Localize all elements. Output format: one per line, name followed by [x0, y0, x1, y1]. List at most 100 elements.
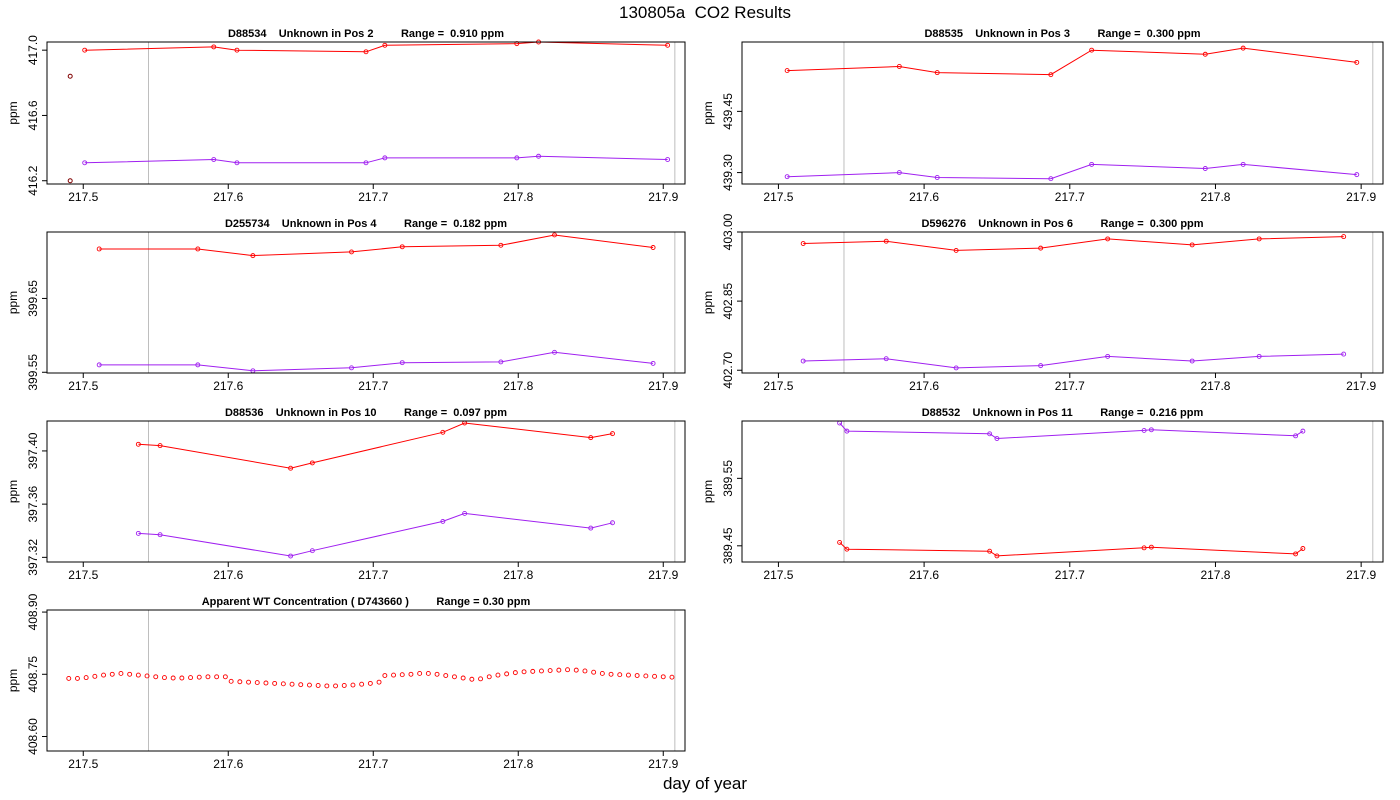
y-tick-label: 408.60 [26, 718, 40, 755]
chart-title: D596276 Unknown in Pos 6 Range = 0.300 p… [921, 218, 1203, 230]
data-point [214, 674, 220, 680]
data-point [650, 360, 656, 366]
data-point [1105, 236, 1111, 242]
data-point [74, 675, 80, 681]
data-point [222, 674, 228, 680]
data-point [96, 246, 102, 252]
data-point [665, 42, 671, 48]
data-point [626, 672, 631, 678]
y-tick-label: 389.45 [721, 527, 735, 564]
data-point [157, 532, 163, 538]
data-point [1354, 59, 1360, 65]
chart-title: D88534 Unknown in Pos 2 Range = 0.910 pp… [228, 28, 504, 40]
data-point [1089, 47, 1095, 53]
data-point [665, 157, 671, 162]
data-point [498, 242, 504, 248]
x-tick-label: 217.9 [1346, 568, 1376, 582]
data-point [896, 64, 902, 69]
chart-panel-6: D88532 Unknown in Pos 11 Range = 0.216 p… [701, 407, 1384, 582]
data-point [324, 683, 330, 689]
y-axis-label: ppm [6, 101, 20, 124]
data-point [552, 349, 557, 355]
y-tick-label: 397.36 [26, 485, 40, 522]
data-point [1048, 176, 1054, 182]
data-point [246, 679, 252, 685]
x-tick-label: 217.6 [213, 568, 243, 582]
data-point [994, 436, 1000, 441]
data-point [170, 675, 176, 681]
data-point [195, 246, 201, 252]
x-tick-label: 217.5 [68, 757, 98, 771]
data-point [608, 671, 614, 677]
series-line-1 [787, 47, 1357, 76]
chart-panel-2: D88535 Unknown in Pos 3 Range = 0.300 pp… [701, 28, 1384, 204]
data-point [460, 675, 466, 681]
data-point [280, 681, 286, 687]
x-tick-label: 217.6 [213, 757, 243, 771]
data-point [599, 671, 605, 676]
data-point [349, 249, 354, 255]
data-point [1354, 172, 1360, 178]
data-point [399, 360, 405, 366]
x-tick-label: 217.8 [503, 379, 533, 393]
data-point [144, 673, 150, 679]
y-tick-label: 397.32 [26, 539, 40, 576]
x-tick-label: 217.8 [1200, 190, 1230, 204]
data-point [211, 44, 217, 50]
data-point [896, 170, 902, 176]
data-point [660, 674, 666, 680]
data-point [784, 174, 790, 180]
plot-frame [741, 231, 1384, 374]
x-tick-label: 217.5 [68, 190, 98, 204]
data-point-extra [67, 73, 73, 79]
data-point [1048, 72, 1054, 78]
y-axis-label: ppm [701, 480, 715, 503]
series-line-2 [84, 155, 668, 164]
y-tick-label: 403.00 [721, 213, 735, 250]
data-point [588, 435, 594, 441]
data-point [582, 668, 588, 674]
y-tick-label: 408.75 [26, 656, 40, 693]
data-point [1256, 353, 1262, 359]
data-point [408, 671, 414, 677]
y-tick-label: 416.2 [26, 165, 40, 195]
x-tick-label: 217.7 [358, 568, 388, 582]
data-point [417, 671, 423, 676]
data-point [195, 362, 201, 368]
data-point [1189, 358, 1195, 364]
plot-frame [46, 609, 686, 752]
chart-panel-4: D596276 Unknown in Pos 6 Range = 0.300 p… [701, 213, 1384, 393]
data-point [363, 160, 369, 166]
data-point [434, 671, 440, 677]
chart-title: D255734 Unknown in Pos 4 Range = 0.182 p… [225, 218, 507, 230]
data-point [1202, 51, 1208, 57]
x-tick-label: 217.6 [909, 190, 939, 204]
data-point [844, 428, 850, 434]
data-point [440, 518, 446, 524]
chart-panel-3: D255734 Unknown in Pos 4 Range = 0.182 p… [6, 218, 686, 393]
data-point [617, 672, 623, 678]
x-tick-label: 217.6 [213, 190, 243, 204]
data-point [118, 671, 124, 676]
series-line-1 [84, 41, 668, 53]
data-point [341, 683, 347, 688]
chart-title: D88536 Unknown in Pos 10 Range = 0.097 p… [225, 407, 507, 419]
data-point [101, 672, 107, 678]
data-point [588, 525, 594, 531]
data-point [399, 244, 405, 250]
data-point [288, 553, 294, 559]
data-point [333, 683, 338, 689]
data-point [382, 42, 388, 48]
x-tick-label: 217.9 [648, 190, 678, 204]
y-tick-label: 399.65 [26, 280, 40, 317]
data-point [512, 670, 518, 676]
data-point [127, 671, 133, 677]
page-title: 130805a CO2 Results [619, 3, 791, 22]
series-line-2 [787, 163, 1357, 180]
data-point [382, 673, 388, 678]
data-point [272, 680, 278, 686]
data-point [591, 669, 597, 675]
y-axis-label: ppm [6, 480, 20, 503]
y-tick-label: 416.6 [26, 100, 40, 130]
x-tick-label: 217.7 [358, 757, 388, 771]
